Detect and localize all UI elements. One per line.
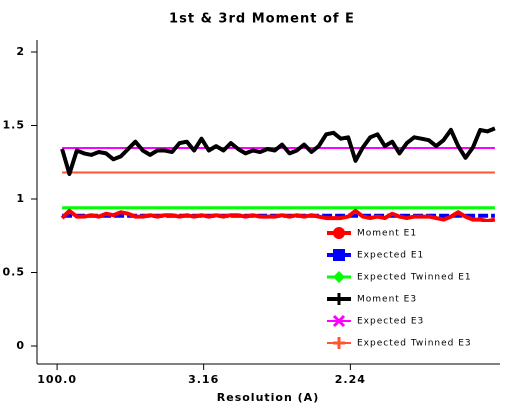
x-tick-label: 3.16 bbox=[188, 373, 219, 386]
legend-marker bbox=[333, 227, 345, 239]
x-axis-label: Resolution (A) bbox=[217, 391, 319, 404]
x-tick-label: 100.0 bbox=[37, 373, 77, 386]
legend-items: Moment E1 Expected E1 Expected Twinned E1 M… bbox=[327, 227, 472, 349]
y-tick-label: 1 bbox=[16, 192, 25, 205]
legend-label: Moment E1 bbox=[357, 229, 417, 239]
legend-marker bbox=[333, 293, 345, 305]
y-tick-label: 0 bbox=[16, 339, 25, 352]
y-tick-label: 0.5 bbox=[3, 266, 26, 279]
legend-marker bbox=[333, 271, 345, 283]
legend-label: Expected E1 bbox=[357, 251, 424, 261]
y-tick-label: 1.5 bbox=[3, 119, 26, 132]
legend-label: Expected E3 bbox=[357, 317, 424, 327]
legend-marker bbox=[333, 337, 345, 349]
series-line bbox=[60, 126, 496, 176]
plot-area bbox=[60, 126, 496, 224]
legend-label: Expected Twinned E3 bbox=[357, 339, 472, 349]
series-line bbox=[60, 208, 496, 224]
y-tick-label: 2 bbox=[16, 45, 25, 58]
legend-marker bbox=[332, 314, 346, 328]
x-tick-label: 2.24 bbox=[335, 373, 366, 386]
legend-marker bbox=[333, 249, 345, 261]
chart-title: 1st & 3rd Moment of E bbox=[169, 12, 355, 27]
legend bbox=[322, 222, 500, 354]
legend-label: Expected Twinned E1 bbox=[357, 273, 472, 283]
legend-label: Moment E3 bbox=[357, 295, 417, 305]
